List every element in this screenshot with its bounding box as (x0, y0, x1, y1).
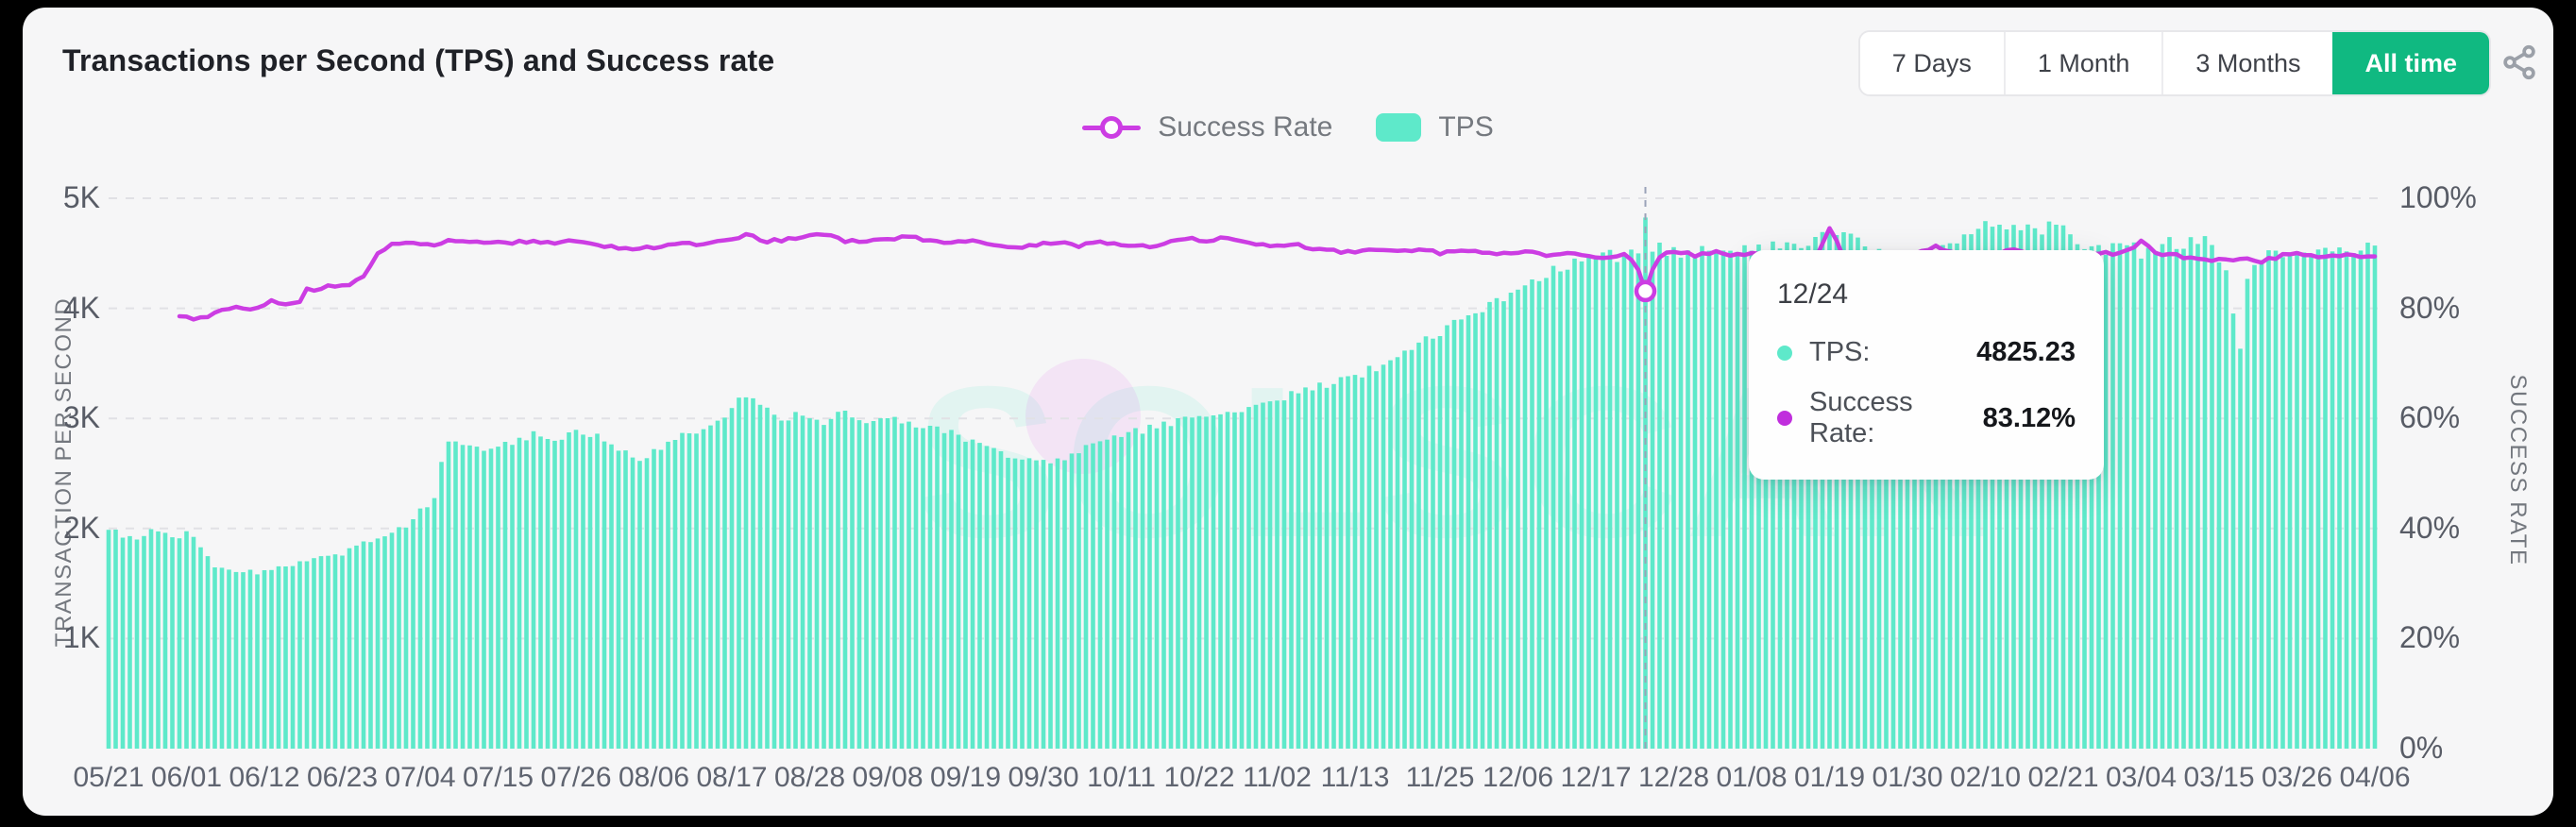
x-tick: 11/25 (1405, 762, 1475, 793)
x-tick: 12/17 (1560, 762, 1632, 793)
x-tick: 01/30 (1872, 762, 1943, 793)
time-range-selector: 7 Days 1 Month 3 Months All time (1857, 30, 2491, 96)
x-tick: 08/06 (618, 762, 690, 793)
range-3-months[interactable]: 3 Months (2161, 32, 2333, 94)
x-tick: 01/08 (1716, 762, 1788, 793)
x-tick: 06/23 (306, 762, 379, 793)
right-tick: 40% (2399, 510, 2461, 545)
legend-success-rate[interactable]: Success Rate (1082, 111, 1332, 143)
legend-tps-label: TPS (1438, 111, 1494, 143)
page-title: Transactions per Second (TPS) and Succes… (62, 43, 775, 77)
x-tick: 06/01 (150, 762, 223, 793)
legend-success-label: Success Rate (1158, 111, 1333, 143)
range-1-month[interactable]: 1 Month (2003, 32, 2162, 94)
x-tick: 04/06 (2339, 762, 2411, 793)
x-tick: 02/10 (1949, 762, 2022, 793)
right-tick: 80% (2399, 290, 2461, 325)
x-tick: 07/15 (462, 762, 534, 793)
x-tick: 11/13 (1320, 762, 1390, 793)
x-tick: 09/19 (929, 762, 1002, 793)
share-icon[interactable] (2500, 43, 2538, 81)
x-tick: 07/04 (384, 762, 456, 793)
x-tick: 10/11 (1087, 762, 1156, 793)
chart-plot-area[interactable] (23, 8, 2553, 816)
legend-tps[interactable]: TPS (1376, 111, 1494, 143)
range-all-time[interactable]: All time (2332, 32, 2489, 94)
x-tick: 03/04 (2105, 762, 2178, 793)
x-tick: 10/22 (1163, 762, 1235, 793)
success-rate-dot-icon (1777, 411, 1792, 426)
tooltip-tps-row: TPS: 4825.23 (1777, 337, 2076, 368)
left-tick: 3K (62, 400, 100, 435)
tooltip-sr-label: Success Rate: (1809, 387, 1913, 448)
x-tick: 11/02 (1243, 762, 1312, 793)
chart-tooltip: 12/24 TPS: 4825.23 Success Rate: 83.12% (1749, 250, 2104, 480)
tps-dot-icon (1777, 345, 1792, 361)
left-tick: 2K (62, 510, 100, 545)
range-7-days[interactable]: 7 Days (1859, 32, 2004, 94)
tooltip-sr-value: 83.12% (1982, 402, 2076, 433)
tooltip-sr-row: Success Rate: 83.12% (1777, 387, 2076, 449)
x-tick: 12/28 (1637, 762, 1710, 793)
x-tick: 07/26 (540, 762, 612, 793)
tooltip-tps-label: TPS: (1809, 337, 1871, 367)
x-tick: 09/08 (852, 762, 924, 793)
tooltip-date: 12/24 (1777, 278, 1849, 310)
left-tick: 4K (62, 290, 100, 325)
right-axis-title: SUCCESS RATE (2505, 374, 2531, 566)
right-tick: 100% (2399, 180, 2477, 214)
left-tick: 5K (62, 180, 100, 214)
left-axis-title: TRANSACTION PER SECOND (51, 296, 76, 648)
chart-legend: Success Rate TPS (23, 111, 2553, 143)
left-tick: 1K (62, 620, 100, 655)
right-tick: 20% (2399, 620, 2461, 655)
x-tick: 08/17 (696, 762, 768, 793)
x-tick: 09/30 (1008, 762, 1079, 793)
right-tick: 60% (2399, 400, 2461, 435)
chart-card: Transactions per Second (TPS) and Succes… (23, 8, 2553, 816)
line-marker-icon (1082, 113, 1142, 142)
tooltip-tps-value: 4825.23 (1976, 337, 2076, 367)
x-tick: 12/06 (1482, 762, 1554, 793)
x-tick: 03/15 (2183, 762, 2255, 793)
bar-swatch-icon (1376, 113, 1422, 142)
x-tick: 02/21 (2027, 762, 2099, 793)
x-tick: 08/28 (773, 762, 846, 793)
right-tick: 0% (2399, 731, 2444, 765)
x-tick: 06/12 (229, 762, 300, 793)
x-tick: 01/19 (1793, 762, 1866, 793)
x-tick: 03/26 (2261, 762, 2333, 793)
x-tick: 05/21 (73, 762, 144, 793)
